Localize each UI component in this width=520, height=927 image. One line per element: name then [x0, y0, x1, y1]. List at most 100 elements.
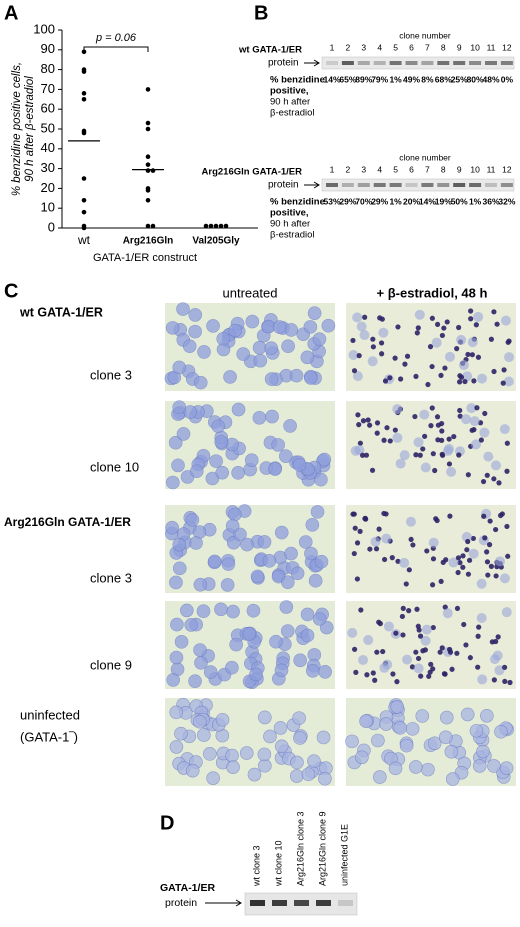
percent-label: 65%: [339, 74, 356, 84]
cell: [354, 445, 365, 456]
arrow: [205, 899, 242, 907]
y-tick-label: 30: [41, 160, 55, 175]
cell: [318, 771, 332, 786]
percent-label: 48%: [482, 74, 499, 84]
cell: [464, 547, 470, 553]
band: [250, 900, 265, 906]
cell: [482, 410, 488, 417]
x-axis-label: GATA-1/ER construct: [93, 252, 197, 264]
cell: [430, 624, 436, 631]
percent-label: 29%: [371, 196, 388, 206]
cell: [393, 630, 399, 636]
cell: [439, 645, 445, 651]
panel-letter: B: [254, 2, 268, 24]
cell: [465, 351, 471, 358]
cell: [290, 566, 305, 581]
y-tick-label: 70: [41, 81, 55, 96]
cell: [268, 462, 282, 476]
cell: [188, 674, 202, 688]
percent-label: 53%: [323, 196, 340, 206]
cell: [262, 554, 277, 568]
cell: [424, 548, 430, 554]
cell: [481, 513, 487, 519]
lane-label: wt clone 3: [251, 845, 261, 887]
cell: [284, 323, 299, 337]
cell: [203, 747, 217, 761]
cell: [414, 309, 425, 320]
cell: [257, 535, 272, 549]
percent-label: 32%: [498, 196, 515, 206]
data-point: [81, 197, 87, 203]
cell: [493, 573, 499, 579]
cell: [376, 526, 382, 532]
cell: [420, 462, 431, 473]
cell: [405, 516, 416, 527]
cell: [479, 427, 490, 438]
cell: [418, 673, 424, 679]
cell: [398, 376, 404, 382]
cell: [449, 666, 455, 672]
data-point: [145, 197, 151, 203]
cell: [392, 404, 403, 415]
percent-label: 14%: [323, 74, 340, 84]
cell: [258, 710, 272, 725]
arrow: [304, 181, 320, 189]
cell: [203, 665, 218, 679]
cell: [290, 755, 304, 770]
cell: [504, 523, 510, 530]
cell: [359, 714, 373, 729]
cell: [457, 407, 463, 414]
cell: [477, 674, 488, 685]
cell: [430, 451, 436, 457]
cell: [443, 445, 454, 456]
column-header: + β-estradiol, 48 h: [377, 285, 488, 300]
data-point: [213, 223, 219, 229]
caption-line: % benzidine: [270, 197, 325, 208]
percent-label: 1%: [389, 196, 402, 206]
cell: [492, 650, 503, 661]
panel-c: untreated + β-estradiol, 48 h wt GATA-1/ER…: [4, 285, 516, 786]
cell: [476, 578, 487, 589]
cell: [420, 635, 431, 646]
cell: [352, 371, 363, 382]
cell: [428, 537, 439, 548]
cell: [362, 314, 368, 320]
data-point: [150, 223, 156, 229]
clone-number: 6: [409, 42, 414, 52]
cell: [491, 309, 497, 315]
cell: [172, 537, 187, 552]
data-point: [208, 223, 214, 229]
cell: [289, 769, 304, 783]
cell: [169, 650, 184, 665]
cell: [413, 373, 419, 380]
cell: [307, 754, 321, 768]
cell: [364, 672, 370, 678]
cell: [499, 573, 510, 584]
cell: [231, 402, 246, 417]
cell: [355, 412, 361, 418]
band: [373, 183, 386, 187]
panel-d: wt clone 3 wt clone 10 Arg216Gln clone 3 Ar…: [160, 811, 358, 916]
cell: [494, 665, 505, 676]
cell: [404, 353, 411, 359]
percent-label: 49%: [403, 74, 420, 84]
cell: [304, 371, 318, 385]
cell: [284, 546, 298, 561]
panel-letter: A: [4, 2, 18, 24]
cell: [370, 536, 381, 547]
cell: [172, 360, 187, 375]
cell: [406, 608, 412, 614]
cell: [289, 368, 304, 383]
cell: [484, 559, 491, 565]
protein-label: protein: [268, 58, 299, 69]
cell: [265, 409, 279, 424]
x-tick-label: Arg216Gln: [123, 236, 174, 247]
cell: [439, 428, 445, 434]
cell: [165, 321, 180, 335]
cell: [252, 410, 267, 425]
caption-line: % benzidine: [270, 75, 325, 86]
cell: [188, 308, 203, 322]
cell: [402, 361, 408, 367]
cell: [415, 325, 421, 331]
cell: [495, 634, 501, 640]
